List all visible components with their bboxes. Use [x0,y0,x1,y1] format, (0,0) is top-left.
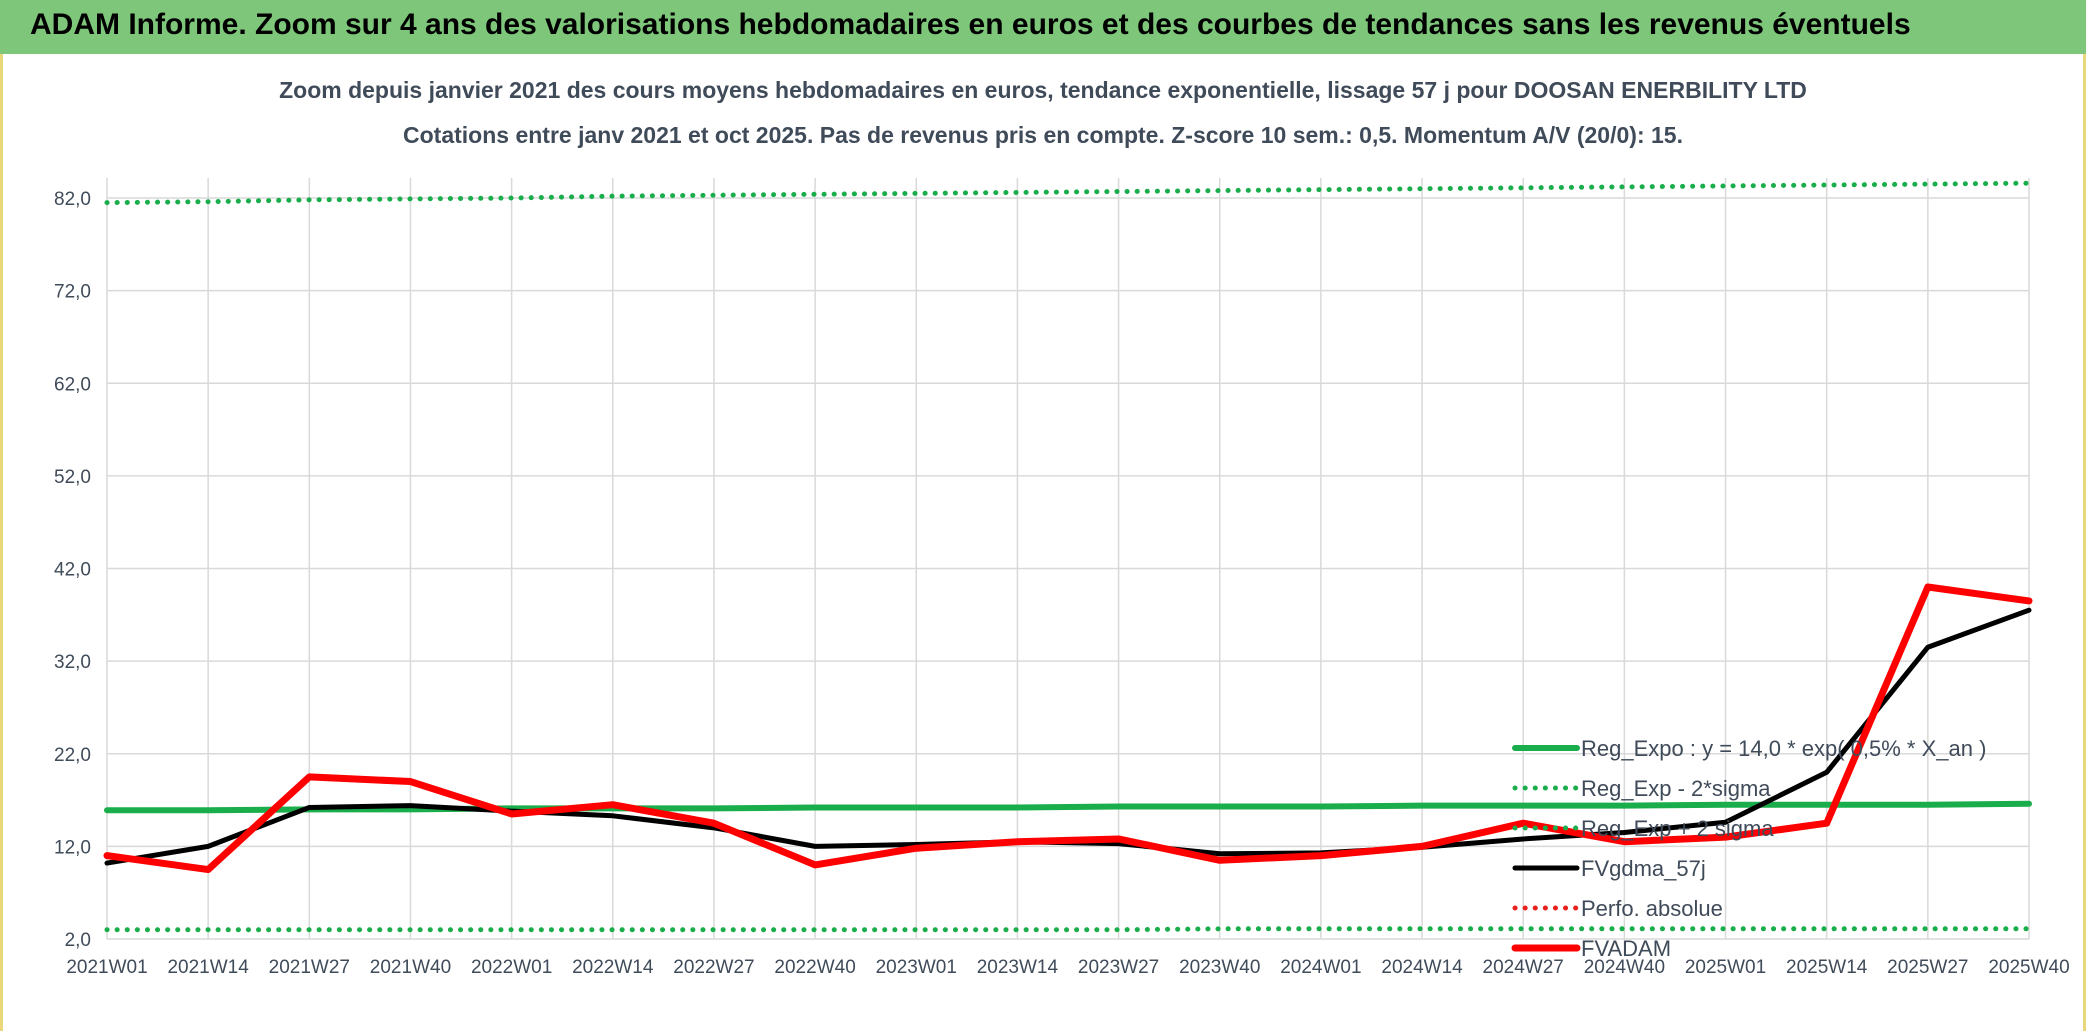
series-layer [103,180,2033,933]
x-tick-label: 2025W40 [1988,957,2069,978]
line-chart: Zoom depuis janvier 2021 des cours moyen… [54,77,2070,978]
chart-frame: Zoom depuis janvier 2021 des cours moyen… [0,54,2086,1031]
y-tick-label: 72,0 [54,282,91,303]
series-line-1 [104,926,2032,933]
x-tick-label: 2024W27 [1483,957,1564,978]
report-title: ADAM Informe. Zoom sur 4 ans des valoris… [30,8,1911,41]
series-line-5 [103,583,2033,874]
x-tick-label: 2022W01 [471,957,552,978]
legend: Reg_Expo : y = 14,0 * exp( 0,5% * X_an )… [1511,736,1986,961]
x-tick-label: 2024W14 [1381,957,1463,978]
y-tick-label: 82,0 [54,189,91,210]
x-tick-label: 2025W14 [1786,957,1868,978]
x-tick-label: 2022W40 [774,957,855,978]
x-tick-label: 2023W40 [1179,957,1260,978]
report-banner: ADAM Informe. Zoom sur 4 ans des valoris… [0,0,2086,54]
legend-label-0: Reg_Expo : y = 14,0 * exp( 0,5% * X_an ) [1581,736,1986,761]
y-tick-label: 12,0 [54,837,91,858]
x-tick-label: 2021W27 [269,957,350,978]
x-axis-ticks: 2021W01 2021W14 2021W27 2021W40 2022W01 2022W… [66,957,2069,978]
chart-subtitle: Cotations entre janv 2021 et oct 2025. P… [403,122,1683,148]
x-tick-label: 2022W14 [572,957,654,978]
x-tick-label: 2021W01 [66,957,147,978]
x-tick-label: 2024W40 [1584,957,1665,978]
y-tick-label: 52,0 [54,467,91,488]
series-line-2 [104,180,2032,206]
y-tick-label: 62,0 [54,374,91,395]
x-tick-label: 2025W27 [1887,957,1968,978]
x-tick-label: 2023W14 [977,957,1059,978]
y-axis-ticks: 82,0 72,0 62,0 52,0 42,0 32,0 22,0 12,0 2,0 [54,189,91,951]
x-tick-label: 2021W14 [167,957,249,978]
chart-title: Zoom depuis janvier 2021 des cours moyen… [279,77,1807,103]
legend-label-5: FVADAM [1581,936,1671,961]
series-line-0 [104,800,2032,814]
legend-label-3: FVgdma_57j [1581,856,1706,881]
y-tick-label: 32,0 [54,652,91,673]
y-tick-label: 2,0 [65,930,91,951]
legend-label-4: Perfo. absolue [1581,896,1723,921]
x-tick-label: 2025W01 [1685,957,1766,978]
y-tick-label: 22,0 [54,745,91,766]
legend-label-1: Reg_Exp - 2*sigma [1581,776,1771,801]
legend-label-2: Reg_Exp + 2 sigma [1581,816,1774,841]
x-tick-label: 2021W40 [370,957,451,978]
x-tick-label: 2022W27 [673,957,754,978]
x-tick-label: 2024W01 [1280,957,1361,978]
y-tick-label: 42,0 [54,560,91,581]
x-tick-label: 2023W27 [1078,957,1159,978]
x-tick-label: 2023W01 [876,957,957,978]
